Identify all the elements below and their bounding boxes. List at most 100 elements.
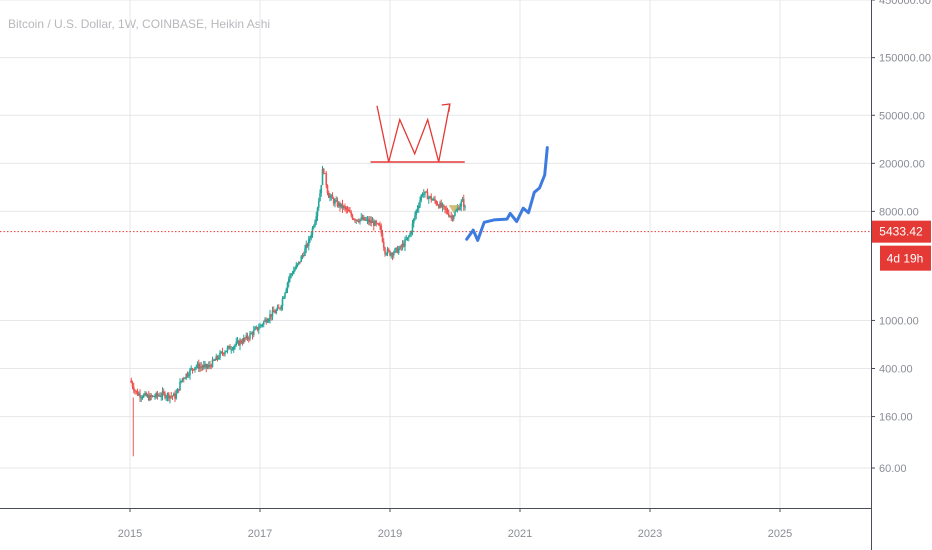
candle-body [325, 173, 328, 186]
candle-body [441, 204, 444, 207]
candle-body [181, 378, 184, 381]
candle-body [462, 198, 465, 207]
candle-body [186, 373, 189, 376]
candle-body [440, 202, 443, 207]
candle-body [425, 191, 428, 193]
candle-body [242, 337, 245, 343]
candle-body [400, 246, 403, 248]
candle-body [244, 337, 246, 339]
candle-body [409, 233, 411, 237]
candle-body [195, 366, 198, 368]
candle-body [271, 310, 274, 317]
candle-body [156, 393, 159, 396]
candle-body [179, 382, 181, 391]
candle-body [224, 352, 226, 355]
candle-body [404, 239, 406, 247]
candle-body [159, 395, 161, 397]
candle-body [422, 193, 425, 195]
candle-body [256, 326, 259, 330]
candle-body [372, 221, 375, 226]
candle-body [377, 223, 380, 226]
candle-body [231, 349, 234, 351]
candle-body [444, 206, 446, 209]
candle-body [435, 201, 438, 205]
candle-body [202, 365, 205, 368]
candle-body [401, 243, 404, 247]
candle-body [220, 351, 223, 353]
candle-body [216, 356, 219, 359]
candle-body [295, 265, 298, 269]
candle-body [451, 216, 454, 220]
candle-body [286, 283, 289, 290]
candle-body [319, 193, 321, 202]
candle-body [437, 205, 440, 208]
candle-body [384, 247, 386, 254]
candle-body [200, 366, 203, 368]
candle-body [284, 292, 286, 298]
candle-body [360, 217, 363, 220]
candle-body [132, 386, 135, 391]
candle-body [239, 340, 241, 346]
candle-body [137, 393, 140, 396]
candle-body [265, 319, 268, 323]
candle-body [299, 261, 301, 263]
x-tick-label: 2023 [638, 528, 662, 540]
candle-body [344, 206, 346, 208]
candle-body [185, 373, 188, 379]
candle-body [289, 274, 291, 279]
candle-body [146, 395, 149, 397]
candle-body [395, 247, 398, 249]
candle-body [194, 367, 196, 370]
x-tick-label: 2025 [768, 528, 792, 540]
w-pattern-annotation [376, 103, 451, 163]
x-tick-label: 2019 [378, 528, 402, 540]
candle-body [240, 340, 243, 343]
candle-body [257, 328, 260, 330]
candle-body [380, 225, 383, 234]
candle-body [421, 194, 424, 196]
candle-body [399, 246, 401, 249]
candle-body [317, 201, 320, 208]
candle-body [301, 255, 304, 257]
candle-body [291, 273, 294, 275]
candle-body [390, 253, 393, 256]
candle-body [229, 345, 231, 350]
candle-body [309, 237, 311, 240]
candle-body [226, 347, 229, 351]
candle-body [376, 223, 379, 225]
candlesticks [130, 165, 466, 457]
candle-body [431, 199, 434, 201]
chart-title: Bitcoin / U.S. Dollar, 1W, COINBASE, Hei… [8, 17, 271, 31]
candle-body [285, 289, 288, 293]
candle-body [326, 185, 329, 193]
candle-body [410, 231, 413, 234]
candle-body [312, 226, 315, 228]
candle-body [335, 200, 338, 202]
candle-body [192, 369, 195, 371]
candle-body [212, 359, 215, 361]
grid-lines [0, 0, 871, 508]
candle-body [234, 344, 236, 347]
candle-body [266, 321, 269, 323]
candle-body [210, 365, 213, 367]
candle-body [207, 364, 210, 367]
candle-body [396, 247, 399, 253]
candle-body [362, 217, 365, 220]
candle-body [141, 397, 144, 399]
candle-body [436, 204, 439, 206]
candle-body [235, 341, 238, 345]
candle-body [270, 314, 273, 317]
candle-body [455, 209, 458, 212]
candle-body [367, 219, 370, 223]
candle-body [264, 319, 266, 322]
candle-body [196, 363, 199, 367]
candle-body [391, 253, 394, 256]
candle-body [219, 352, 221, 359]
candle-body [316, 207, 319, 217]
candle-body [171, 395, 174, 397]
candle-body [255, 326, 258, 329]
candle-body [341, 203, 344, 209]
y-tick-label: 400.00 [879, 364, 913, 376]
x-tick-label: 2021 [508, 528, 532, 540]
